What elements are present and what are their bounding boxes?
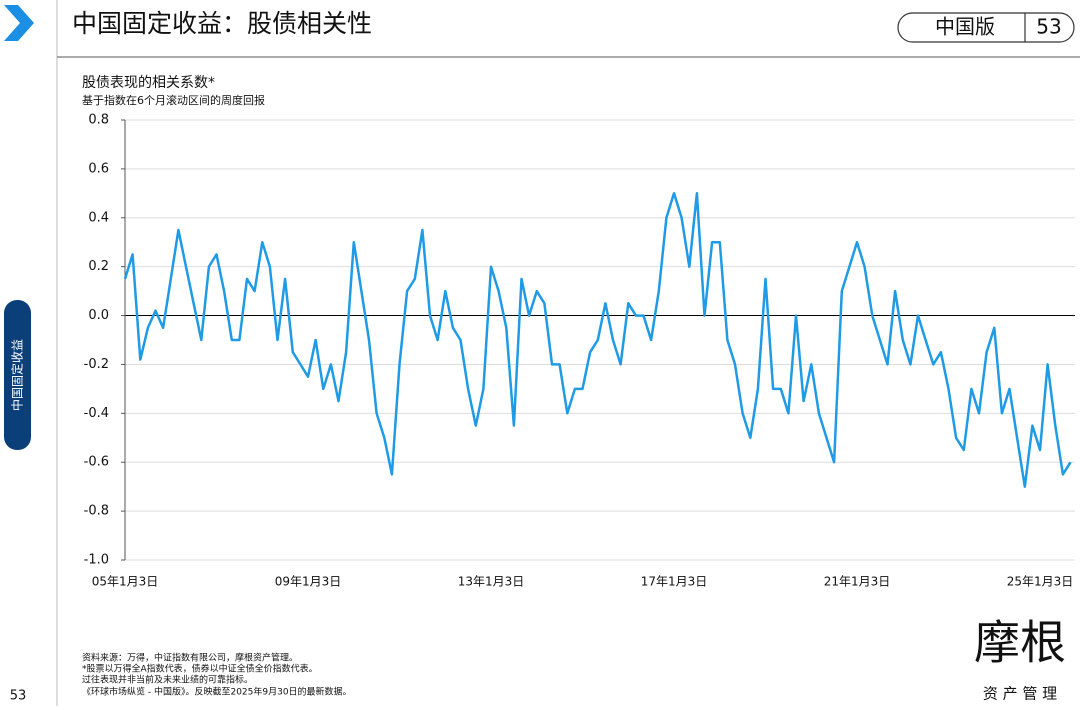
- x-tick-label: 21年1月3日: [824, 575, 891, 589]
- x-tick-label: 13年1月3日: [458, 575, 525, 589]
- footnote: 资料来源：万得，中证指数有限公司，摩根资产管理。: [82, 652, 298, 664]
- logo-tagline: 资 产 管 理: [983, 685, 1057, 703]
- y-tick-label: 0.0: [88, 308, 109, 323]
- footnote: *股票以万得全A指数代表，债券以中证全债全价指数代表。: [82, 663, 318, 675]
- x-tick-label: 09年1月3日: [275, 575, 342, 589]
- chevron: [4, 5, 34, 41]
- side-tab: [4, 300, 31, 450]
- y-tick-label: -0.2: [84, 357, 109, 372]
- edition-pill: [897, 12, 1075, 43]
- logo: 摩根: [974, 618, 1066, 669]
- x-tick-label: 17年1月3日: [641, 575, 708, 589]
- y-tick-label: 0.8: [88, 113, 109, 128]
- y-tick-label: 0.6: [88, 161, 109, 176]
- page-title: 中国固定收益：股债相关性: [72, 9, 372, 38]
- page-number: 53: [10, 689, 27, 704]
- y-tick-label: -0.8: [84, 504, 109, 519]
- series-line: [123, 192, 1072, 488]
- x-tick-label: 05年1月3日: [92, 575, 159, 589]
- y-tick-label: -0.6: [84, 455, 109, 470]
- y-tick-label: 0.2: [88, 259, 109, 274]
- edition: 中国版: [935, 15, 995, 39]
- y-tick-label: 0.4: [88, 210, 109, 225]
- y-tick-label: -0.4: [84, 406, 109, 421]
- y-tick-label: -1.0: [84, 553, 109, 568]
- chart-title: 股债表现的相关系数*: [82, 75, 215, 91]
- header-page: 53: [1036, 15, 1061, 39]
- footnote: 《环球市场纵览 - 中国版》。反映截至2025年9月30日的最新数据。: [82, 686, 352, 698]
- x-tick-label: 25年1月3日: [1007, 575, 1074, 589]
- chart-subtitle: 基于指数在6个月滚动区间的周度回报: [82, 93, 265, 107]
- side-tab-label: 中国固定收益: [10, 339, 25, 411]
- footnote: 过往表现并非当前及未来业绩的可靠指标。: [82, 674, 253, 686]
